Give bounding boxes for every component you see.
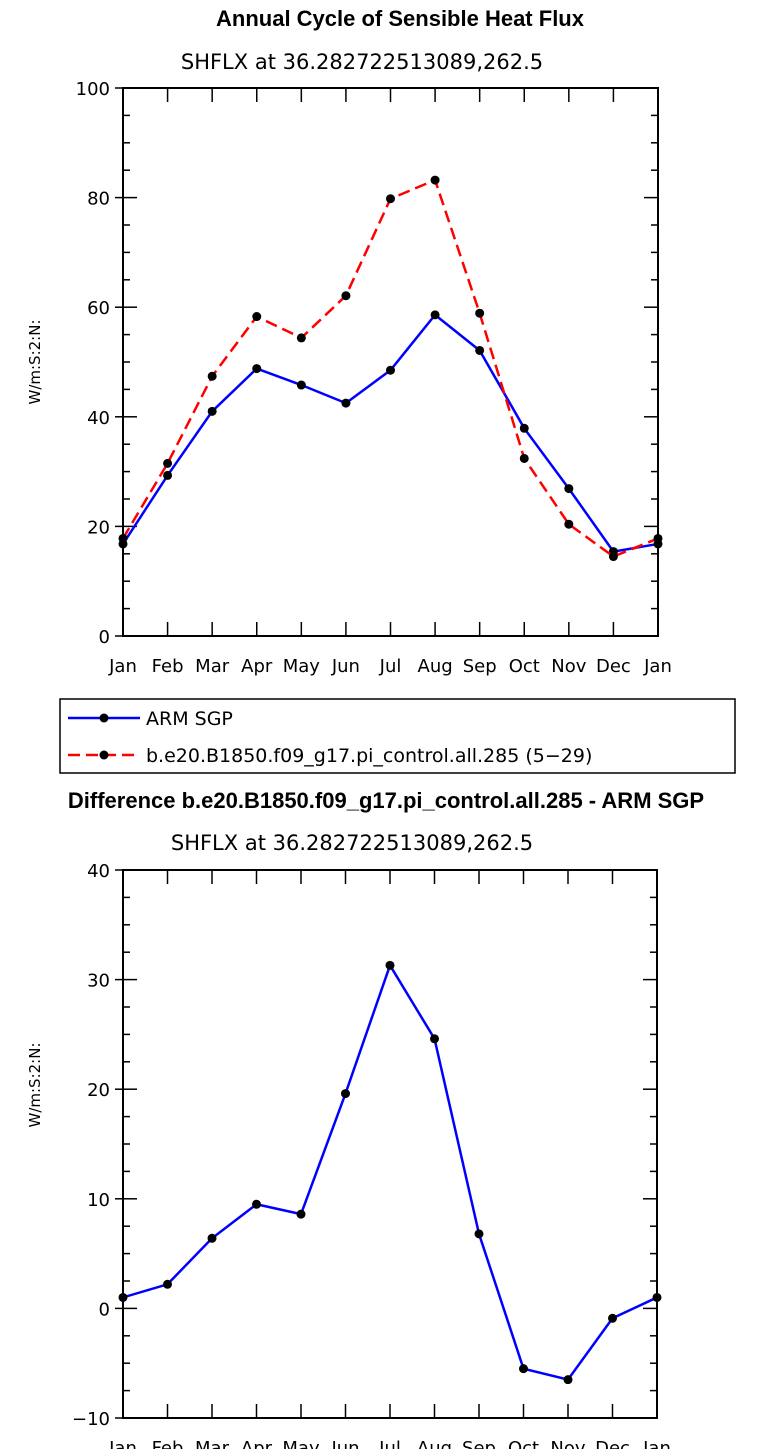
data-point (296, 380, 306, 390)
y-tick-label: 30 (87, 971, 110, 992)
x-tick-label: Mar (195, 656, 230, 677)
x-tick-label: Jun (330, 1438, 359, 1449)
chart1-axes (115, 87, 659, 637)
data-point (430, 310, 440, 320)
y-tick-label: 40 (87, 861, 110, 882)
chart1-plot-frame (122, 87, 659, 637)
x-tick-label: Feb (152, 1438, 184, 1449)
legend-marker-model (99, 750, 109, 760)
x-tick-label: Nov (550, 1438, 585, 1449)
data-point (163, 458, 173, 468)
legend-label-model: b.e20.B1850.f09_g17.pi_control.all.285 (… (146, 745, 592, 767)
chart1-y-axis-label: W/m:S:2:N: (26, 320, 44, 405)
data-point (563, 1375, 573, 1385)
data-point (519, 453, 529, 463)
legend-marker-arm (99, 713, 109, 723)
series-line (122, 962, 658, 1382)
legend-box (59, 698, 736, 774)
data-point (430, 175, 440, 185)
y-tick-label: 40 (87, 408, 110, 429)
series-line (121, 313, 659, 553)
x-tick-label: Jan (642, 1438, 671, 1449)
y-tick-label: 0 (99, 1299, 110, 1320)
x-tick-label: Jun (331, 656, 360, 677)
legend-label-arm: ARM SGP (146, 708, 233, 730)
chart1-tick-labels: Jan Feb Mar Apr May Jun Jul Aug Sep Oct Nov Dec Jan 0… (76, 79, 672, 677)
x-tick-label: Dec (595, 1438, 630, 1449)
data-point (608, 1313, 617, 1323)
data-point (207, 406, 217, 416)
chart2-subtitle: SHFLX at 36.282722513089,262.5 (171, 831, 533, 855)
data-point (296, 1209, 306, 1219)
chart2-axes (115, 869, 658, 1419)
x-tick-label: May (282, 1438, 320, 1449)
data-point (341, 1089, 350, 1099)
x-tick-label: Oct (509, 656, 540, 677)
chart2-series (118, 960, 662, 1385)
data-point (341, 291, 351, 301)
data-point (519, 423, 529, 433)
x-tick-label: Apr (241, 656, 273, 677)
x-tick-label: Dec (596, 656, 631, 677)
y-tick-label: 0 (99, 627, 110, 648)
data-point (163, 470, 173, 480)
data-point (207, 1233, 217, 1243)
chart1-title: Annual Cycle of Sensible Heat Flux (216, 6, 585, 31)
chart2-y-axis-label: W/m:S:2:N: (26, 1043, 44, 1128)
data-point (252, 1199, 261, 1209)
x-tick-label: Jul (379, 656, 402, 677)
data-point (564, 519, 574, 529)
x-tick-label: May (283, 656, 321, 677)
y-tick-label: −10 (72, 1409, 110, 1430)
x-tick-label: Jul (378, 1438, 401, 1449)
data-point (564, 484, 574, 494)
x-tick-label: Aug (417, 1438, 452, 1449)
chart2-plot-frame (122, 869, 658, 1419)
y-tick-label: 80 (87, 189, 110, 210)
x-tick-label: Jan (108, 1438, 137, 1449)
chart2-title: Difference b.e20.B1850.f09_g17.pi_contro… (68, 788, 704, 813)
data-point (385, 960, 395, 970)
data-point (163, 1279, 172, 1289)
y-tick-label: 10 (87, 1190, 110, 1211)
x-tick-label: Mar (195, 1438, 230, 1449)
y-tick-label: 20 (87, 517, 110, 538)
x-tick-label: Aug (418, 656, 453, 677)
y-tick-label: 20 (87, 1080, 110, 1101)
x-tick-label: Nov (551, 656, 586, 677)
data-point (386, 365, 395, 375)
x-tick-label: Sep (463, 656, 497, 677)
data-point (341, 398, 351, 408)
data-point (207, 371, 217, 381)
data-point (386, 194, 395, 204)
data-point (474, 1229, 484, 1239)
chart1-subtitle: SHFLX at 36.282722513089,262.5 (181, 50, 543, 74)
data-point (252, 364, 262, 374)
data-point (519, 1364, 528, 1374)
x-tick-label: Apr (241, 1438, 273, 1449)
legend: ARM SGP b.e20.B1850.f09_g17.pi_control.a… (59, 698, 736, 774)
data-point (475, 345, 485, 355)
chart1-series (118, 175, 663, 562)
x-tick-label: Feb (152, 656, 184, 677)
x-tick-label: Sep (462, 1438, 496, 1449)
data-point (430, 1034, 439, 1044)
data-point (252, 312, 262, 322)
x-tick-label: Jan (643, 656, 672, 677)
data-point (475, 308, 485, 318)
x-tick-label: Jan (108, 656, 137, 677)
data-point (608, 552, 618, 562)
chart2-tick-labels: Jan Feb Mar Apr May Jun Jul Aug Sep Oct Nov Dec Jan −… (72, 861, 671, 1449)
y-tick-label: 100 (76, 79, 110, 100)
x-tick-label: Oct (508, 1438, 539, 1449)
data-point (296, 333, 306, 343)
y-tick-label: 60 (87, 298, 110, 319)
